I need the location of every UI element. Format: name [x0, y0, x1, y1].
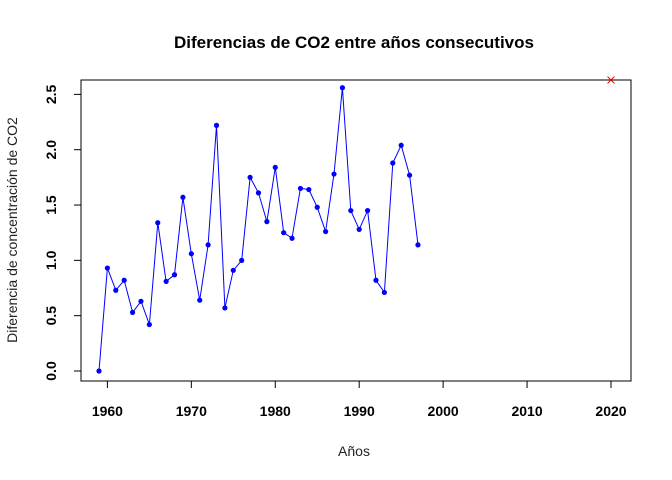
data-point — [205, 242, 211, 248]
data-point — [197, 297, 203, 303]
data-point — [323, 228, 329, 235]
y-axis-label: Diferencia de concentración de CO2 — [4, 117, 20, 343]
data-point — [297, 185, 304, 192]
series-line — [98, 87, 419, 372]
data-point — [381, 289, 387, 296]
x-axis: 1960 1970 1980 1990 2000 2010 2020 — [92, 380, 627, 419]
data-point — [272, 164, 278, 171]
data-point — [230, 267, 236, 273]
data-point — [364, 207, 371, 214]
data-point — [96, 368, 102, 374]
x-axis-label: Años — [338, 443, 370, 459]
data-point — [348, 207, 354, 214]
data-point — [222, 305, 228, 311]
data-point — [264, 219, 270, 225]
x-tick-label: 1970 — [176, 403, 207, 419]
data-point — [163, 278, 169, 284]
data-point — [171, 272, 178, 278]
data-point — [390, 160, 396, 166]
data-point — [373, 277, 379, 283]
data-point — [138, 298, 144, 304]
data-point — [146, 321, 152, 328]
data-point — [331, 171, 337, 177]
x-tick-label: 1960 — [92, 403, 123, 419]
x-tick-label: 2000 — [428, 403, 459, 419]
y-tick-label: 2.0 — [43, 140, 59, 160]
y-tick-label: 1.0 — [43, 250, 59, 270]
y-tick-label: 2.5 — [43, 84, 59, 104]
data-point — [306, 186, 312, 193]
x-tick-label: 1990 — [344, 403, 375, 419]
data-point — [255, 190, 262, 196]
data-point — [247, 174, 253, 180]
annotation-x-marker — [607, 76, 615, 84]
data-point — [188, 251, 194, 257]
data-point — [314, 204, 320, 210]
data-point — [406, 172, 413, 178]
data-point — [289, 235, 295, 241]
data-point — [129, 309, 136, 315]
data-point — [239, 257, 245, 263]
data-point — [104, 265, 110, 271]
y-axis: 0.0 0.5 1.0 1.5 2.0 2.5 — [43, 84, 82, 381]
plot-box — [80, 79, 632, 382]
data-point — [121, 277, 127, 283]
y-tick-label: 0.5 — [43, 306, 59, 326]
y-tick-label: 1.5 — [43, 195, 59, 215]
x-tick-label: 1980 — [260, 403, 291, 419]
annotations-group — [607, 76, 615, 84]
chart-title: Diferencias de CO2 entre años consecutiv… — [174, 33, 534, 52]
series-group — [96, 85, 421, 374]
x-tick-label: 2020 — [595, 403, 626, 419]
data-point — [398, 142, 404, 148]
x-tick-label: 2010 — [511, 403, 542, 419]
data-point — [356, 226, 362, 232]
data-point — [155, 220, 161, 226]
data-point — [339, 85, 346, 91]
data-point — [281, 230, 287, 236]
data-point — [213, 122, 220, 128]
y-tick-label: 0.0 — [43, 361, 59, 381]
data-point — [113, 287, 119, 293]
data-point — [415, 242, 421, 248]
data-point — [180, 194, 186, 200]
